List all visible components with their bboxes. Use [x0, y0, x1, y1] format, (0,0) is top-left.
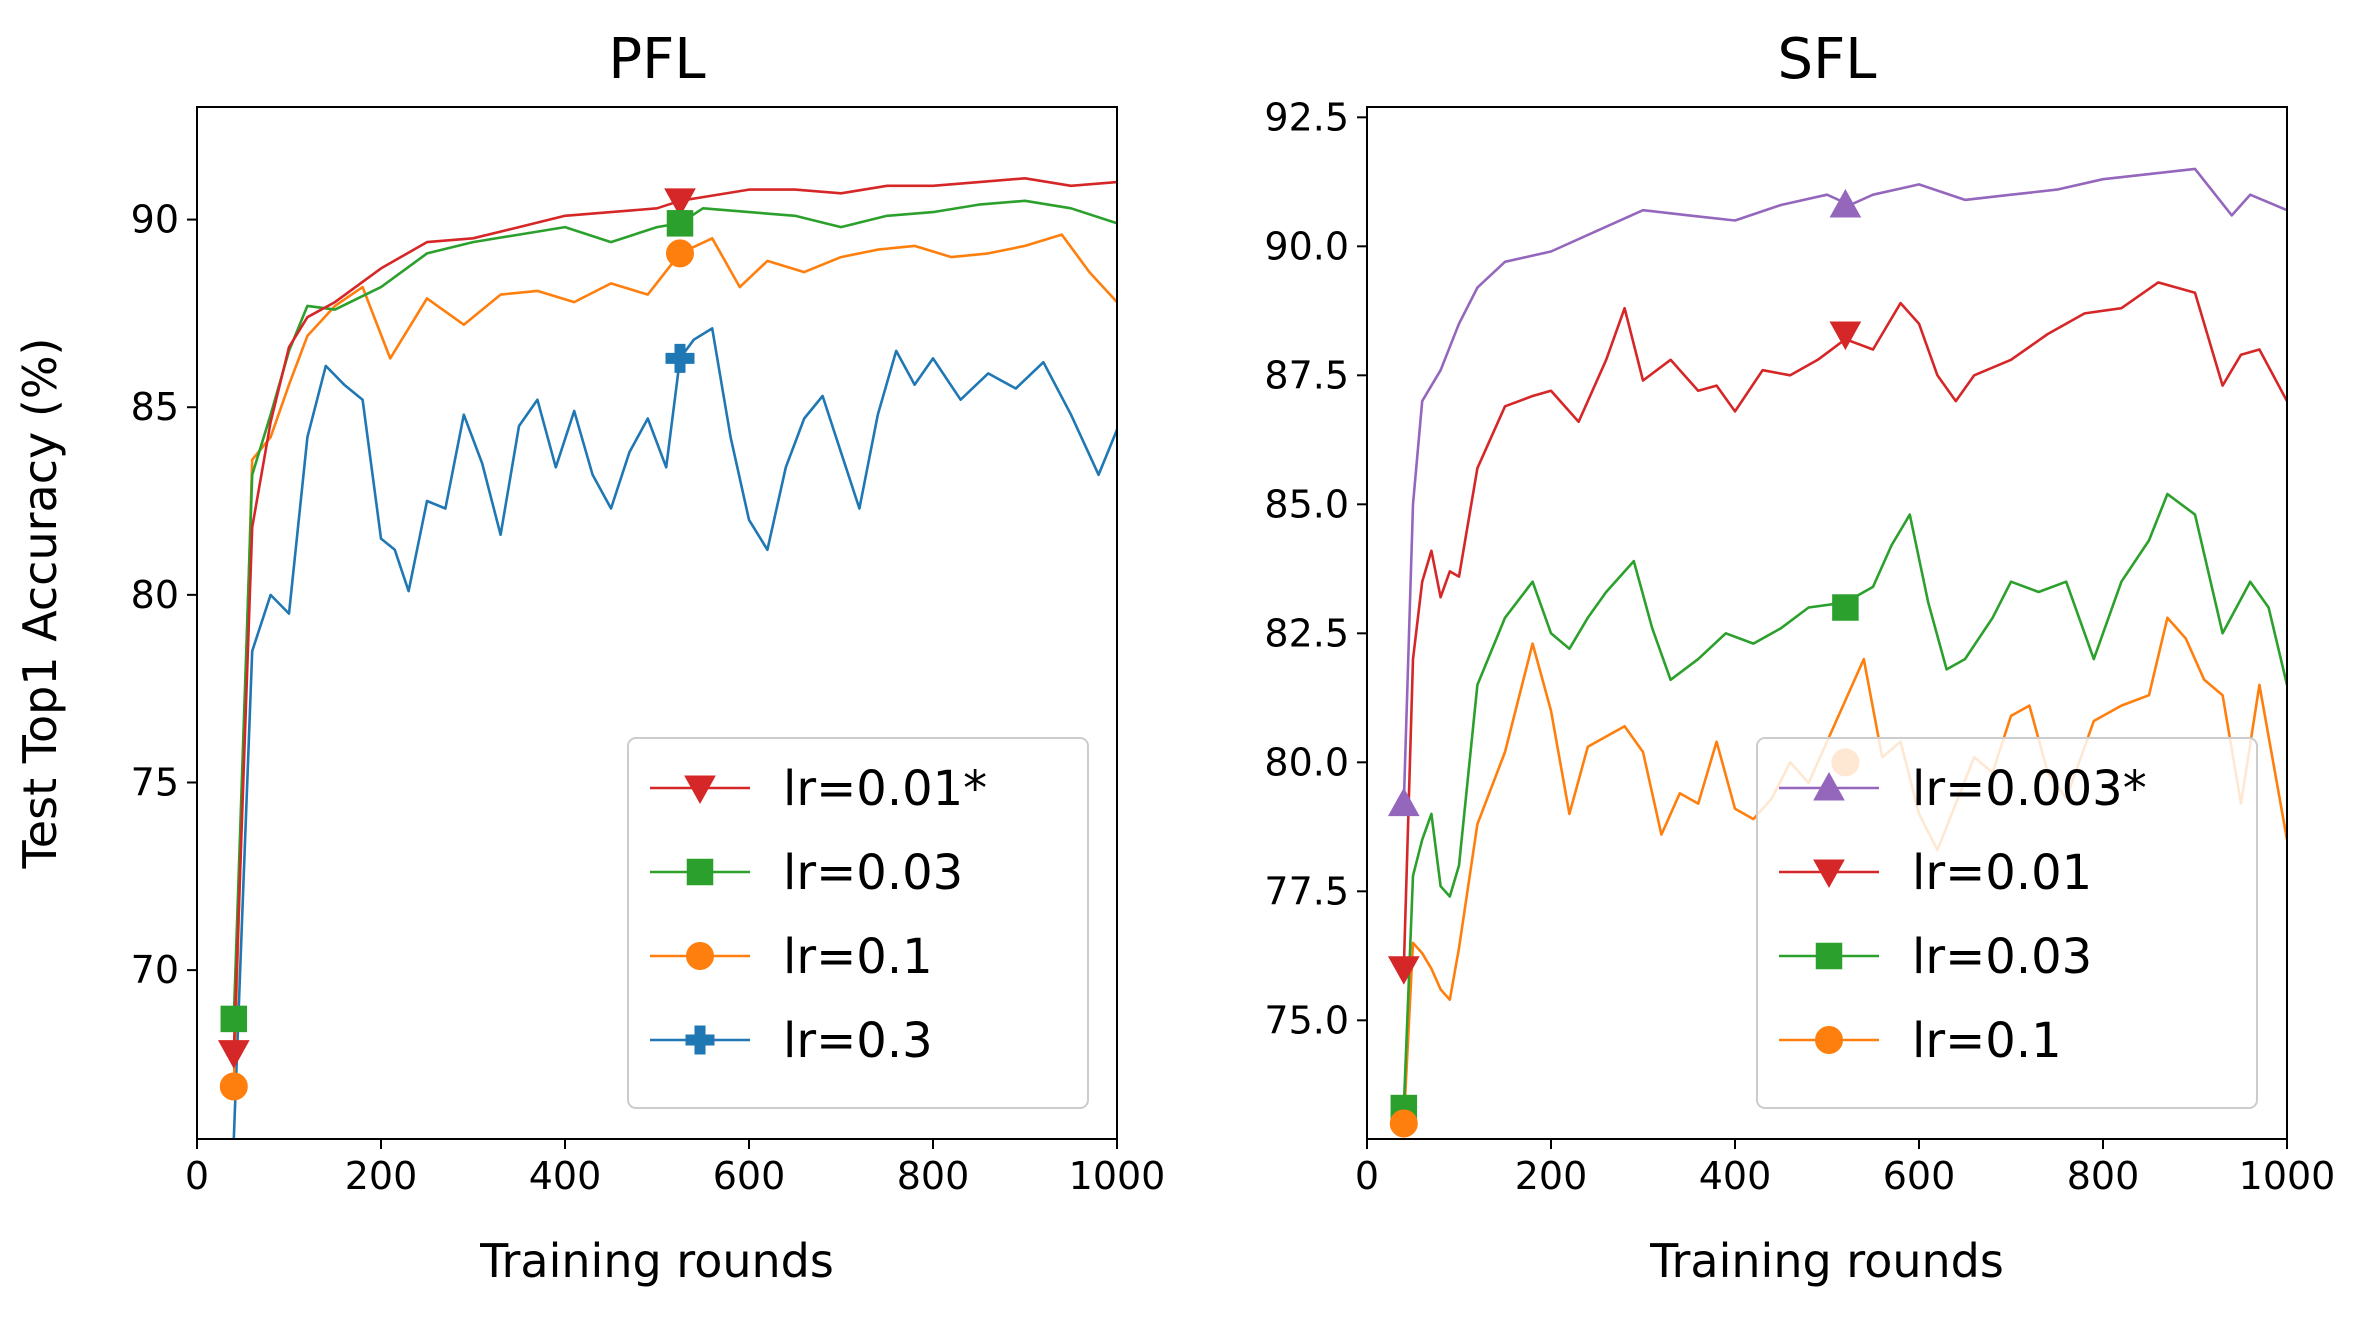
pfl-legend-label-lr-0-1: lr=0.1	[783, 929, 933, 985]
shared-y-axis-label: Test Top1 Accuracy (%)	[13, 338, 67, 870]
pfl-x-tick-label: 1000	[1069, 1154, 1166, 1198]
pfl-series-lr-0-03-line	[232, 199, 1117, 1019]
sfl-series-lr-0-01-line	[1402, 281, 2287, 969]
sfl-y-tick-label: 87.5	[1264, 353, 1349, 397]
pfl-legend: lr=0.01* lr=0.03 lr=0.1 lr=0.3	[627, 737, 1089, 1109]
pfl-plot-area	[217, 177, 1117, 1139]
sfl-plot-area	[1387, 167, 2287, 1138]
sfl-x-tick-label: 1000	[2239, 1154, 2336, 1198]
pfl-series-lr-0-01-marker	[217, 1040, 250, 1069]
sfl-chart-title: SFL	[1778, 27, 1877, 92]
sfl-legend-label-lr-0-01: lr=0.01	[1912, 845, 2092, 901]
pfl-legend-label-lr-0-01: lr=0.01*	[783, 761, 987, 817]
pfl-x-tick-label: 0	[185, 1154, 209, 1198]
sfl-x-tick-label: 800	[2067, 1154, 2140, 1198]
pfl-y-tick-label: 85	[131, 385, 179, 429]
pfl-legend-marker-lr-0-03	[686, 858, 714, 886]
sfl-axes-frame	[1366, 106, 2288, 1140]
pfl-legend-label-lr-0-03: lr=0.03	[783, 845, 963, 901]
pfl-series-lr-0-1-line	[232, 233, 1117, 1087]
sfl-x-tick-label: 400	[1699, 1154, 1772, 1198]
sfl-legend-label-lr-0-03: lr=0.03	[1912, 929, 2092, 985]
sfl-legend-label-lr-0-1: lr=0.1	[1912, 1013, 2062, 1069]
pfl-legend-marker-lr-0-3	[685, 1025, 715, 1055]
pfl-legend-marker-lr-0-01	[684, 775, 716, 805]
pfl-legend-marker-lr-0-1	[686, 942, 714, 970]
sfl-x-axis-label: Training rounds	[1649, 1234, 2004, 1288]
sfl-y-tick-label: 85.0	[1264, 482, 1349, 526]
pfl-series-lr-0-3-line	[232, 327, 1117, 1139]
sfl-y-tick-label: 82.5	[1264, 611, 1349, 655]
pfl-y-tick-label: 90	[131, 198, 179, 242]
sfl-series-lr-0-003-marker	[1387, 787, 1420, 817]
sfl-series-lr-0-1-marker	[1389, 1109, 1418, 1138]
pfl-legend-box	[627, 737, 1089, 1109]
pfl-x-tick-label: 600	[713, 1154, 786, 1198]
sfl-series-lr-0-03-marker	[1832, 594, 1859, 621]
sfl-y-tick-label: 92.5	[1264, 95, 1349, 139]
pfl-legend-label-lr-0-3: lr=0.3	[783, 1013, 933, 1069]
pfl-chart-title: PFL	[608, 27, 705, 92]
pfl-chart: PFL 0 200 400 600 800 1000 70 75 80 85 90 Training…	[131, 27, 1166, 1288]
sfl-y-tick-label: 90.0	[1264, 224, 1349, 268]
pfl-x-axis-label: Training rounds	[479, 1234, 834, 1288]
pfl-series-lr-0-03-marker	[220, 1005, 248, 1033]
pfl-x-tick-label: 200	[345, 1154, 418, 1198]
sfl-legend: lr=0.003* lr=0.01 lr=0.03 lr=0.1	[1756, 737, 2258, 1109]
pfl-y-tick-label: 75	[131, 760, 179, 804]
sfl-y-tick-label: 77.5	[1264, 869, 1349, 913]
pfl-y-tick-label: 70	[131, 948, 179, 992]
pfl-series-lr-0-3-marker	[665, 343, 695, 373]
pfl-x-tick-label: 400	[529, 1154, 602, 1198]
sfl-series-lr-0-01-marker	[1829, 321, 1862, 351]
sfl-legend-label-lr-0-003: lr=0.003*	[1912, 761, 2147, 817]
sfl-legend-marker-lr-0-03	[1815, 942, 1843, 970]
sfl-series-lr-0-03-line	[1402, 492, 2287, 1109]
pfl-axes-frame	[196, 106, 1118, 1140]
sfl-legend-box	[1756, 737, 2258, 1109]
sfl-y-tick-label: 80.0	[1264, 740, 1349, 784]
sfl-legend-marker-lr-0-01	[1813, 859, 1845, 889]
sfl-x-tick-label: 600	[1883, 1154, 1956, 1198]
sfl-ticks: 0 200 400 600 800 1000 75.0 77.5 80.0 82.5 85.0 87.…	[1264, 95, 2335, 1198]
pfl-x-tick-label: 800	[897, 1154, 970, 1198]
pfl-series-lr-0-03-marker	[666, 210, 694, 237]
sfl-series-lr-0-01-marker	[1387, 956, 1420, 985]
pfl-series-lr-0-1-marker	[219, 1072, 248, 1101]
sfl-series-lr-0-003-marker	[1829, 189, 1862, 218]
sfl-series-lr-0-003-line	[1402, 167, 2287, 804]
sfl-x-tick-label: 200	[1515, 1154, 1588, 1198]
pfl-series-lr-0-01-marker	[664, 188, 696, 217]
pfl-series-lr-0-1-marker	[666, 239, 694, 268]
sfl-chart: SFL 0 200 400 600 800 1000 75.0 77.5 80.0 82.5 85.…	[1264, 27, 2335, 1288]
pfl-y-tick-label: 80	[131, 573, 179, 617]
sfl-legend-marker-lr-0-003	[1813, 771, 1845, 801]
sfl-y-tick-label: 75.0	[1264, 998, 1349, 1042]
pfl-ticks: 0 200 400 600 800 1000 70 75 80 85 90	[131, 198, 1166, 1198]
sfl-legend-marker-lr-0-1	[1815, 1026, 1843, 1054]
sfl-x-tick-label: 0	[1355, 1154, 1379, 1198]
pfl-series-lr-0-01-line	[232, 177, 1117, 1053]
